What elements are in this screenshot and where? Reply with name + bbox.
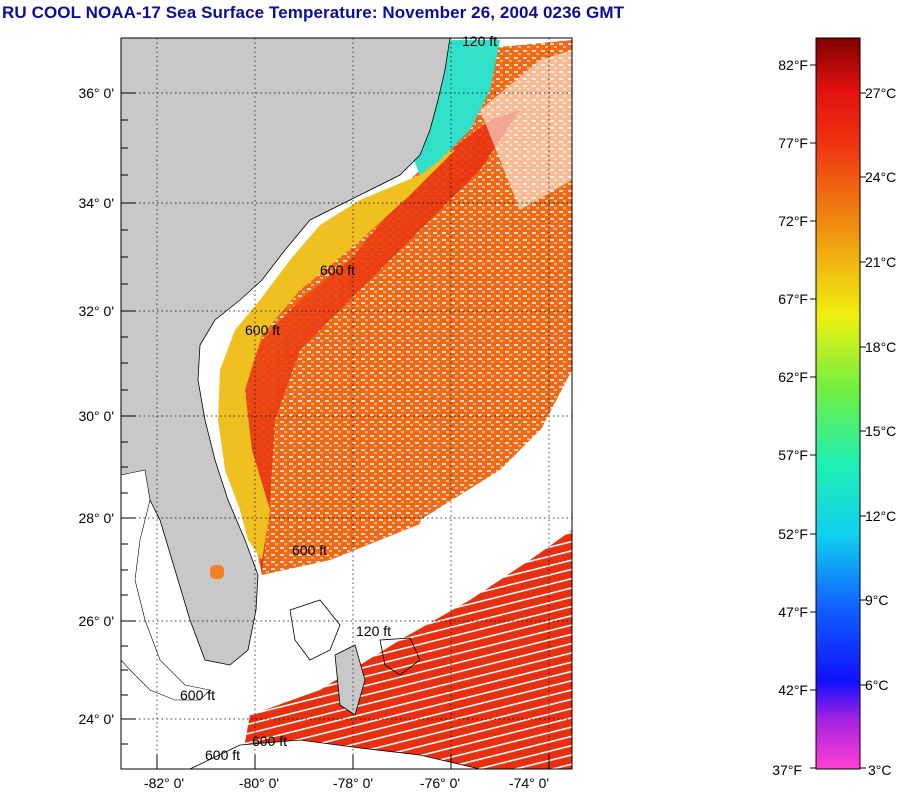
lat-label: 36° 0' xyxy=(78,85,114,101)
page-title: RU COOL NOAA-17 Sea Surface Temperature:… xyxy=(2,3,625,22)
colorbar-f-label: 57°F xyxy=(778,447,808,463)
colorbar xyxy=(815,37,861,770)
contour-label: 120 ft xyxy=(462,33,497,49)
lat-label: 34° 0' xyxy=(78,195,114,211)
cold-water-north xyxy=(410,40,500,175)
colorbar-f-label: 47°F xyxy=(778,604,808,620)
colorbar-ticks xyxy=(810,64,866,769)
colorbar-f-label: 77°F xyxy=(778,135,808,151)
graticule xyxy=(121,38,572,769)
lon-label: -78° 0' xyxy=(333,775,373,791)
land-mainland xyxy=(121,38,451,666)
map-border xyxy=(120,37,573,770)
lon-label: -80° 0' xyxy=(239,775,279,791)
contour-label: 600 ft xyxy=(180,687,215,703)
bahamas-island xyxy=(379,637,421,676)
southeast-water xyxy=(240,530,572,769)
colorbar-c-label: 27°C xyxy=(865,85,896,101)
colorbar-c-label: 3°C xyxy=(868,762,892,778)
colorbar-c-label: 9°C xyxy=(865,592,889,608)
colorbar-f-label: 42°F xyxy=(778,682,808,698)
contour-label: 120 ft xyxy=(356,623,391,639)
colorbar-c-label: 18°C xyxy=(865,339,896,355)
colorbar-f-label: 72°F xyxy=(778,213,808,229)
gulf-stream xyxy=(245,110,520,575)
colorbar-f-label: 82°F xyxy=(778,57,808,73)
lon-ticks xyxy=(156,755,550,769)
lat-label: 32° 0' xyxy=(78,303,114,319)
contour-label: 600 ft xyxy=(320,262,355,278)
warm-patch xyxy=(210,565,224,579)
contour-label: 600 ft xyxy=(245,322,280,338)
colorbar-c-label: 15°C xyxy=(865,423,896,439)
contour-label: 600 ft xyxy=(205,747,240,763)
bahamas-island xyxy=(334,644,366,716)
cuba-coast xyxy=(189,739,481,769)
lon-label: -82° 0' xyxy=(144,775,184,791)
contour-label: 600 ft xyxy=(252,733,287,749)
lat-label: 28° 0' xyxy=(78,510,114,526)
lon-label: -74° 0' xyxy=(509,775,549,791)
colorbar-f-label: 52°F xyxy=(778,526,808,542)
contour-label: 600 ft xyxy=(292,542,327,558)
colorbar-f-label: 62°F xyxy=(778,369,808,385)
colorbar-c-label: 6°C xyxy=(865,677,889,693)
bahamas-island xyxy=(289,599,341,661)
colorbar-f-label: 67°F xyxy=(778,291,808,307)
colorbar-c-label: 21°C xyxy=(865,254,896,270)
coastal-shelf xyxy=(218,150,455,560)
lat-label: 24° 0' xyxy=(78,711,114,727)
lat-label: 30° 0' xyxy=(78,408,114,424)
colorbar-c-label: 12°C xyxy=(865,508,896,524)
florida-keys xyxy=(121,469,211,701)
colorbar-f-label: 37°F xyxy=(772,762,802,778)
offshore-water xyxy=(235,40,572,575)
lon-label: -76° 0' xyxy=(420,775,460,791)
cloud-patch xyxy=(420,430,560,560)
lat-label: 26° 0' xyxy=(78,613,114,629)
lat-ticks xyxy=(121,92,136,745)
colorbar-c-label: 24°C xyxy=(865,169,896,185)
